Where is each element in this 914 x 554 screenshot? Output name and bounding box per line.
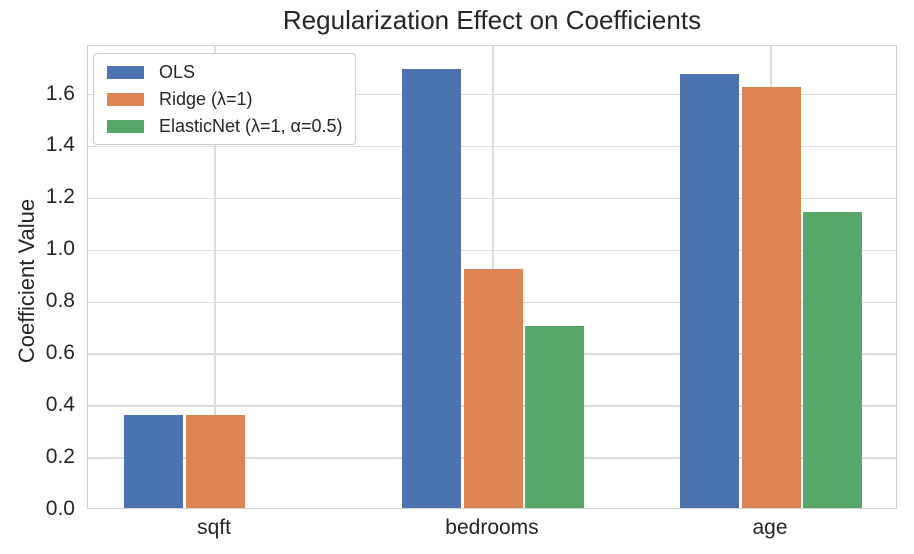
legend-label: Ridge (λ=1) <box>159 89 253 109</box>
x-tick-label: bedrooms <box>445 516 539 539</box>
y-tick-label: 1.4 <box>45 133 75 157</box>
y-tick-label: 0.2 <box>45 445 75 469</box>
y-tick-label: 0.0 <box>45 497 75 520</box>
legend-item: Ridge (λ=1) <box>107 88 342 110</box>
bar-ridge-bedrooms <box>463 269 523 508</box>
h-gridline <box>88 249 896 252</box>
v-gridline <box>214 46 216 508</box>
y-tick-label: 1.2 <box>45 185 75 209</box>
h-gridline <box>88 93 896 96</box>
y-tick-label: 0.8 <box>45 289 75 313</box>
legend-swatch <box>107 119 144 133</box>
x-tick-label: age <box>752 516 788 539</box>
bar-ols-age <box>680 74 739 508</box>
bar-ridge-age <box>741 87 801 508</box>
bar-ols-bedrooms <box>402 69 461 508</box>
legend-item: ElasticNet (λ=1, α=0.5) <box>107 115 342 137</box>
chart-title: Regularization Effect on Coefficients <box>282 5 702 35</box>
bar-elasticnet-bedrooms <box>525 326 584 508</box>
legend-item: OLS <box>107 61 342 83</box>
h-gridline <box>88 145 896 148</box>
legend-label: ElasticNet (λ=1, α=0.5) <box>159 116 343 136</box>
y-tick-label: 1.0 <box>45 237 75 261</box>
y-tick-label: 0.4 <box>45 393 75 417</box>
bar-elasticnet-age <box>803 212 862 508</box>
bar-ridge-sqft <box>185 414 245 508</box>
legend-swatch <box>107 92 144 106</box>
legend-swatch <box>107 65 144 79</box>
y-axis-label: Coefficient Value <box>14 198 39 364</box>
legend: OLS Ridge (λ=1) ElasticNet (λ=1, α=0.5) <box>93 53 357 145</box>
x-tick-label: sqft <box>197 516 231 539</box>
y-tick-label: 0.6 <box>45 341 75 365</box>
h-gridline <box>88 197 896 200</box>
plot-area <box>87 45 897 509</box>
y-tick-label: 1.6 <box>45 81 75 105</box>
bar-ols-sqft <box>124 414 183 508</box>
legend-label: OLS <box>159 62 196 82</box>
